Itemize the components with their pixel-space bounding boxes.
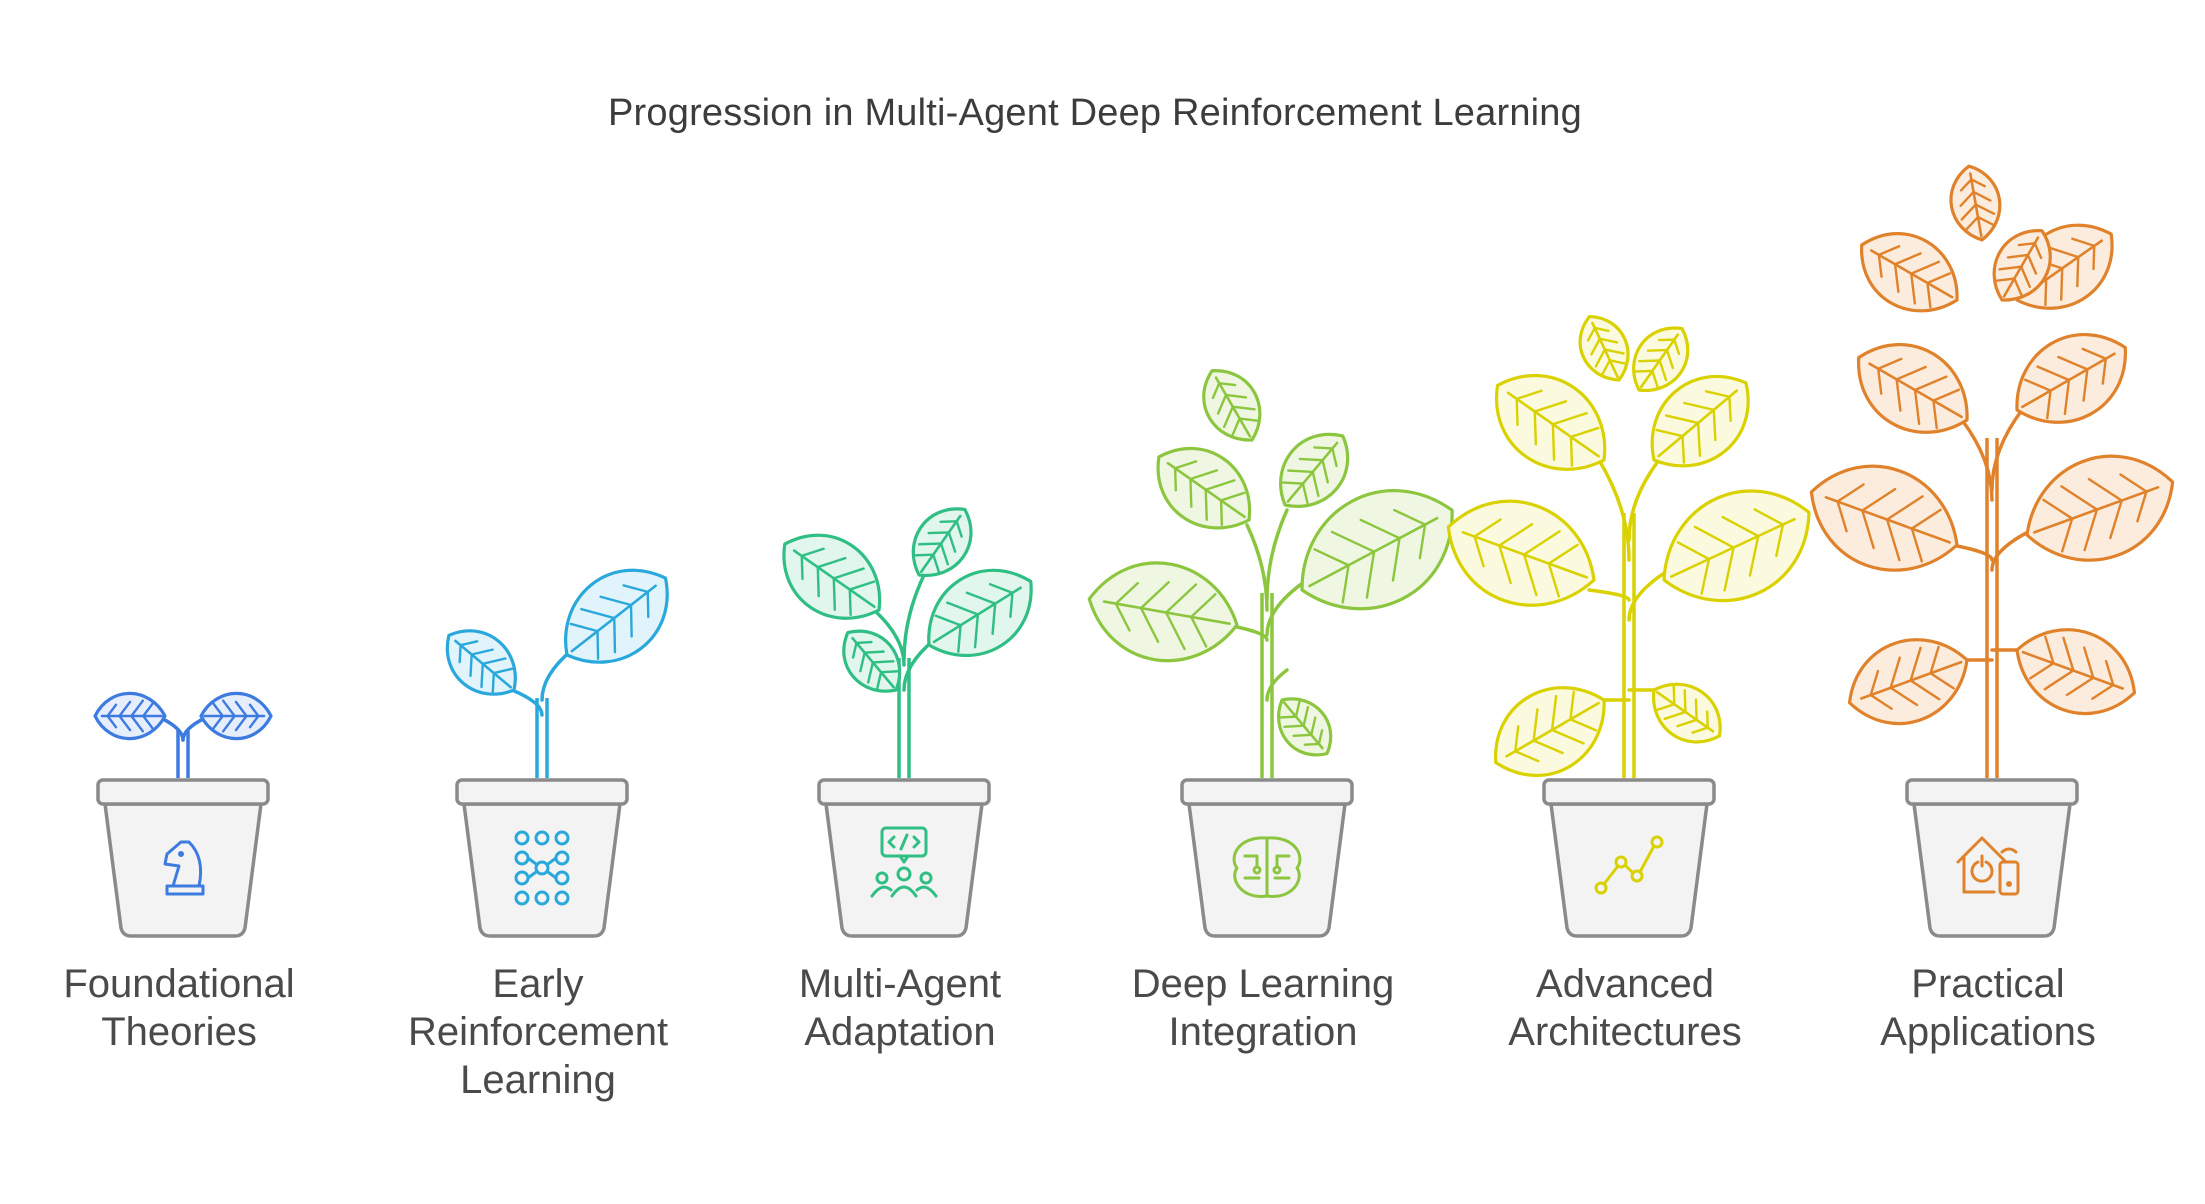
plant-1	[93, 691, 273, 778]
plant-3	[782, 507, 1033, 778]
leaf	[911, 507, 973, 577]
leaf	[1494, 686, 1606, 777]
leaf	[782, 533, 882, 620]
pot-1	[96, 778, 270, 938]
stage-label-2: Early Reinforcement Learning	[368, 960, 708, 1104]
leaf	[1279, 432, 1350, 508]
leaf	[1992, 229, 2052, 302]
plant-2	[445, 568, 669, 778]
pot-6	[1905, 778, 2079, 938]
pot-5	[1542, 778, 1716, 938]
leaf	[199, 691, 273, 741]
stage-label-line: Advanced	[1536, 962, 1714, 1006]
stage-label-5: Advanced Architectures	[1455, 960, 1795, 1056]
smart-home-icon	[1956, 836, 2020, 896]
stage-label-line: Architectures	[1508, 1010, 1742, 1054]
stage-label-line: Integration	[1168, 1010, 1358, 1054]
stage-label-line: Multi-Agent	[798, 962, 1002, 1006]
leaf	[1446, 499, 1596, 607]
team-code-icon	[870, 826, 938, 898]
leaf	[1857, 343, 1969, 434]
plant-5	[1446, 314, 1811, 778]
stage-label-line: Applications	[1880, 1010, 2096, 1054]
leaf	[927, 568, 1033, 657]
leaf	[2025, 454, 2175, 562]
stage-label-line: Adaptation	[804, 1010, 996, 1054]
stage-label-line: Foundational	[63, 962, 295, 1006]
leaf	[1202, 369, 1262, 442]
leaf	[1494, 373, 1607, 471]
chess-knight-icon	[163, 840, 205, 896]
stage-label-1: Foundational Theories	[9, 960, 349, 1056]
leaf	[1300, 489, 1454, 611]
stage-label-3: Multi-Agent Adaptation	[730, 960, 1070, 1056]
leaf	[445, 629, 517, 696]
stage-label-4: Deep Learning Integration	[1093, 960, 1433, 1056]
neural-grid-icon	[514, 830, 570, 906]
leaf	[564, 568, 669, 664]
pot-2	[455, 778, 629, 938]
leaf	[1632, 326, 1690, 392]
brain-circuit-icon	[1232, 836, 1302, 898]
diagram-title: Progression in Multi-Agent Deep Reinforc…	[608, 92, 1582, 134]
leaf	[2015, 628, 2137, 716]
leaf	[1087, 561, 1239, 663]
plant-4	[1087, 369, 1454, 778]
leaf	[1809, 464, 1959, 572]
stage-label-line: Early	[492, 962, 584, 1006]
leaf	[1652, 682, 1722, 744]
leaf	[1650, 375, 1750, 468]
line-chart-icon	[1594, 835, 1664, 895]
leaf	[93, 691, 167, 741]
stage-label-line: Learning	[460, 1058, 616, 1102]
leaf	[842, 629, 902, 693]
leaf	[1662, 489, 1811, 603]
stage-label-line: Practical	[1911, 962, 2065, 1006]
pot-3	[817, 778, 991, 938]
leaf	[1156, 446, 1252, 530]
leaf	[1276, 697, 1333, 757]
stage-label-line: Theories	[101, 1010, 257, 1054]
stage-label-line: Deep Learning	[1131, 962, 1395, 1006]
stage-label-line: Reinforcement	[407, 1010, 669, 1054]
leaf	[1578, 314, 1630, 382]
leaf	[1949, 164, 2002, 242]
leaf	[2015, 333, 2127, 424]
stage-label-6: Practical Applications	[1818, 960, 2158, 1056]
plant-6	[1809, 164, 2175, 778]
leaf	[1860, 232, 1959, 313]
leaf	[1847, 638, 1969, 726]
